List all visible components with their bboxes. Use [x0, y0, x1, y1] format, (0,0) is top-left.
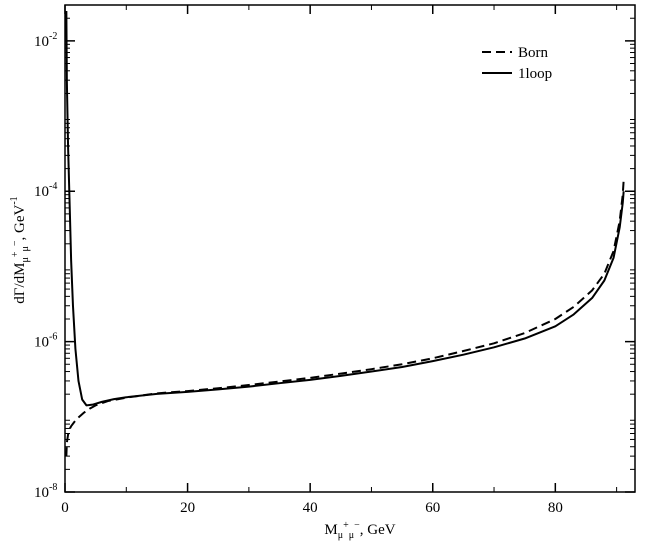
- y-tick-label: 10-6: [34, 332, 57, 351]
- x-tick-label: 0: [61, 500, 69, 516]
- series-layer: [65, 10, 625, 457]
- y-tick-label: 10-8: [34, 482, 57, 501]
- x-axis-title: Mμ+μ−, GeV: [324, 520, 395, 541]
- legend-label-born: Born: [518, 45, 549, 61]
- series-line-1loop: [65, 10, 625, 407]
- x-tick-label: 40: [303, 500, 318, 516]
- x-tick-label: 60: [425, 500, 440, 516]
- legend: Born 1loop: [482, 45, 552, 82]
- x-axis-ticks: 0 20 40 60 80: [61, 5, 618, 516]
- y-tick-label: 10-2: [34, 31, 57, 50]
- y-axis-title: dΓ/dMμ+μ−, GeV-1: [9, 196, 31, 303]
- y-tick-label: 10-4: [34, 181, 57, 200]
- x-tick-label: 80: [548, 500, 563, 516]
- series-line-born: [65, 180, 625, 457]
- x-tick-label: 20: [180, 500, 195, 516]
- legend-label-1loop: 1loop: [518, 66, 552, 82]
- y-axis-ticks: 10-8 10-6 10-4 10-2: [34, 17, 635, 501]
- plot-frame: [64, 4, 636, 493]
